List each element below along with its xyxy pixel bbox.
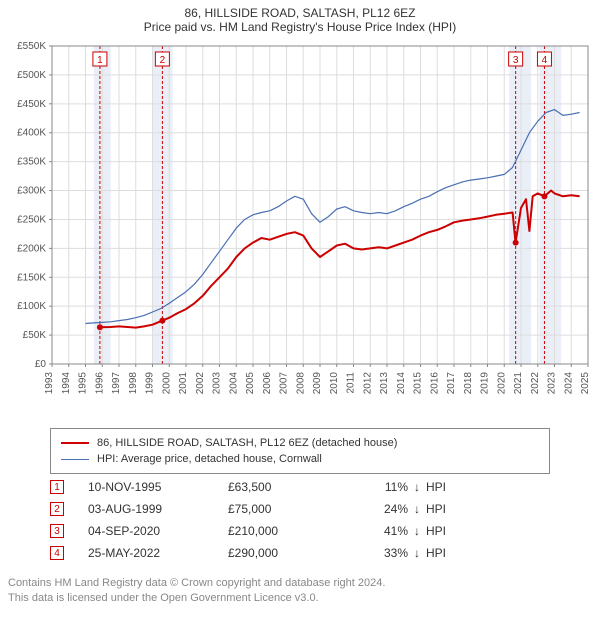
event-row: 4 25-MAY-2022£290,00033%↓HPI: [50, 542, 550, 564]
svg-text:£0: £0: [35, 359, 47, 370]
legend-swatch: [61, 459, 89, 460]
svg-text:1995: 1995: [78, 372, 89, 395]
legend-label: 86, HILLSIDE ROAD, SALTASH, PL12 6EZ (de…: [97, 437, 397, 449]
svg-text:2009: 2009: [312, 372, 323, 395]
svg-text:1: 1: [97, 55, 103, 66]
svg-text:2012: 2012: [362, 372, 373, 395]
event-price: £63,500: [228, 480, 348, 494]
svg-text:2024: 2024: [563, 372, 574, 395]
footer-line: This data is licensed under the Open Gov…: [8, 591, 592, 606]
svg-text:2003: 2003: [212, 372, 223, 395]
svg-text:2010: 2010: [329, 372, 340, 395]
event-marker: 3: [50, 524, 64, 538]
legend: 86, HILLSIDE ROAD, SALTASH, PL12 6EZ (de…: [50, 428, 550, 474]
event-suffix: HPI: [426, 502, 466, 516]
svg-text:2025: 2025: [580, 372, 591, 395]
svg-text:3: 3: [513, 55, 519, 66]
event-row: 3 04-SEP-2020£210,00041%↓HPI: [50, 520, 550, 542]
event-pct: 33%: [348, 546, 408, 560]
event-suffix: HPI: [426, 524, 466, 538]
svg-text:2022: 2022: [530, 372, 541, 395]
svg-text:£100K: £100K: [17, 301, 46, 312]
event-date: 10-NOV-1995: [88, 480, 228, 494]
svg-text:£300K: £300K: [17, 186, 46, 197]
arrow-down-icon: ↓: [408, 480, 426, 494]
page-subtitle: Price paid vs. HM Land Registry's House …: [0, 20, 600, 38]
chart: 1 2 3 4 £0 £50K £100K £150K £200K £250K £300K £350K…: [0, 40, 600, 420]
svg-text:2000: 2000: [161, 372, 172, 395]
footer-line: Contains HM Land Registry data © Crown c…: [8, 576, 592, 591]
svg-text:£500K: £500K: [17, 70, 46, 81]
arrow-down-icon: ↓: [408, 524, 426, 538]
event-marker: 2: [50, 502, 64, 516]
svg-text:1996: 1996: [94, 372, 105, 395]
events-table: 110-NOV-1995£63,50011%↓HPI203-AUG-1999£7…: [50, 476, 550, 564]
svg-text:2: 2: [160, 55, 166, 66]
event-row: 1 10-NOV-1995£63,50011%↓HPI: [50, 476, 550, 498]
svg-text:£400K: £400K: [17, 128, 46, 139]
svg-text:2011: 2011: [346, 372, 357, 394]
svg-text:2005: 2005: [245, 372, 256, 395]
event-price: £290,000: [228, 546, 348, 560]
legend-item-property: 86, HILLSIDE ROAD, SALTASH, PL12 6EZ (de…: [61, 435, 539, 451]
svg-text:1999: 1999: [145, 372, 156, 395]
page-title: 86, HILLSIDE ROAD, SALTASH, PL12 6EZ: [0, 0, 600, 20]
legend-swatch: [61, 442, 89, 444]
event-suffix: HPI: [426, 480, 466, 494]
legend-label: HPI: Average price, detached house, Corn…: [97, 453, 322, 465]
svg-text:2019: 2019: [480, 372, 491, 395]
legend-item-hpi: HPI: Average price, detached house, Corn…: [61, 451, 539, 467]
svg-text:1993: 1993: [44, 372, 55, 395]
event-suffix: HPI: [426, 546, 466, 560]
event-row: 2 03-AUG-1999£75,00024%↓HPI: [50, 498, 550, 520]
event-pct: 24%: [348, 502, 408, 516]
event-price: £75,000: [228, 502, 348, 516]
svg-text:£450K: £450K: [17, 99, 46, 110]
svg-text:2001: 2001: [178, 372, 189, 395]
svg-text:2016: 2016: [429, 372, 440, 395]
svg-text:2004: 2004: [228, 372, 239, 395]
arrow-down-icon: ↓: [408, 502, 426, 516]
event-date: 03-AUG-1999: [88, 502, 228, 516]
svg-text:£150K: £150K: [17, 272, 46, 283]
svg-text:2008: 2008: [295, 372, 306, 395]
svg-text:£550K: £550K: [17, 41, 46, 52]
svg-text:£350K: £350K: [17, 157, 46, 168]
event-date: 25-MAY-2022: [88, 546, 228, 560]
svg-text:1997: 1997: [111, 372, 122, 395]
arrow-down-icon: ↓: [408, 546, 426, 560]
svg-text:2020: 2020: [496, 372, 507, 395]
event-marker: 4: [50, 546, 64, 560]
svg-text:2002: 2002: [195, 372, 206, 395]
svg-text:1998: 1998: [128, 372, 139, 395]
event-price: £210,000: [228, 524, 348, 538]
svg-text:2007: 2007: [279, 372, 290, 395]
svg-text:2006: 2006: [262, 372, 273, 395]
svg-text:2018: 2018: [463, 372, 474, 395]
event-marker: 1: [50, 480, 64, 494]
event-date: 04-SEP-2020: [88, 524, 228, 538]
svg-text:2021: 2021: [513, 372, 524, 395]
svg-text:2014: 2014: [396, 372, 407, 395]
svg-text:£250K: £250K: [17, 214, 46, 225]
svg-text:2013: 2013: [379, 372, 390, 395]
svg-text:2015: 2015: [413, 372, 424, 395]
event-pct: 11%: [348, 480, 408, 494]
svg-text:2023: 2023: [547, 372, 558, 395]
svg-text:1994: 1994: [61, 372, 72, 395]
event-pct: 41%: [348, 524, 408, 538]
svg-text:2017: 2017: [446, 372, 457, 395]
footer-attribution: Contains HM Land Registry data © Crown c…: [8, 576, 592, 606]
svg-text:4: 4: [542, 55, 548, 66]
svg-text:£50K: £50K: [23, 330, 47, 341]
svg-text:£200K: £200K: [17, 243, 46, 254]
